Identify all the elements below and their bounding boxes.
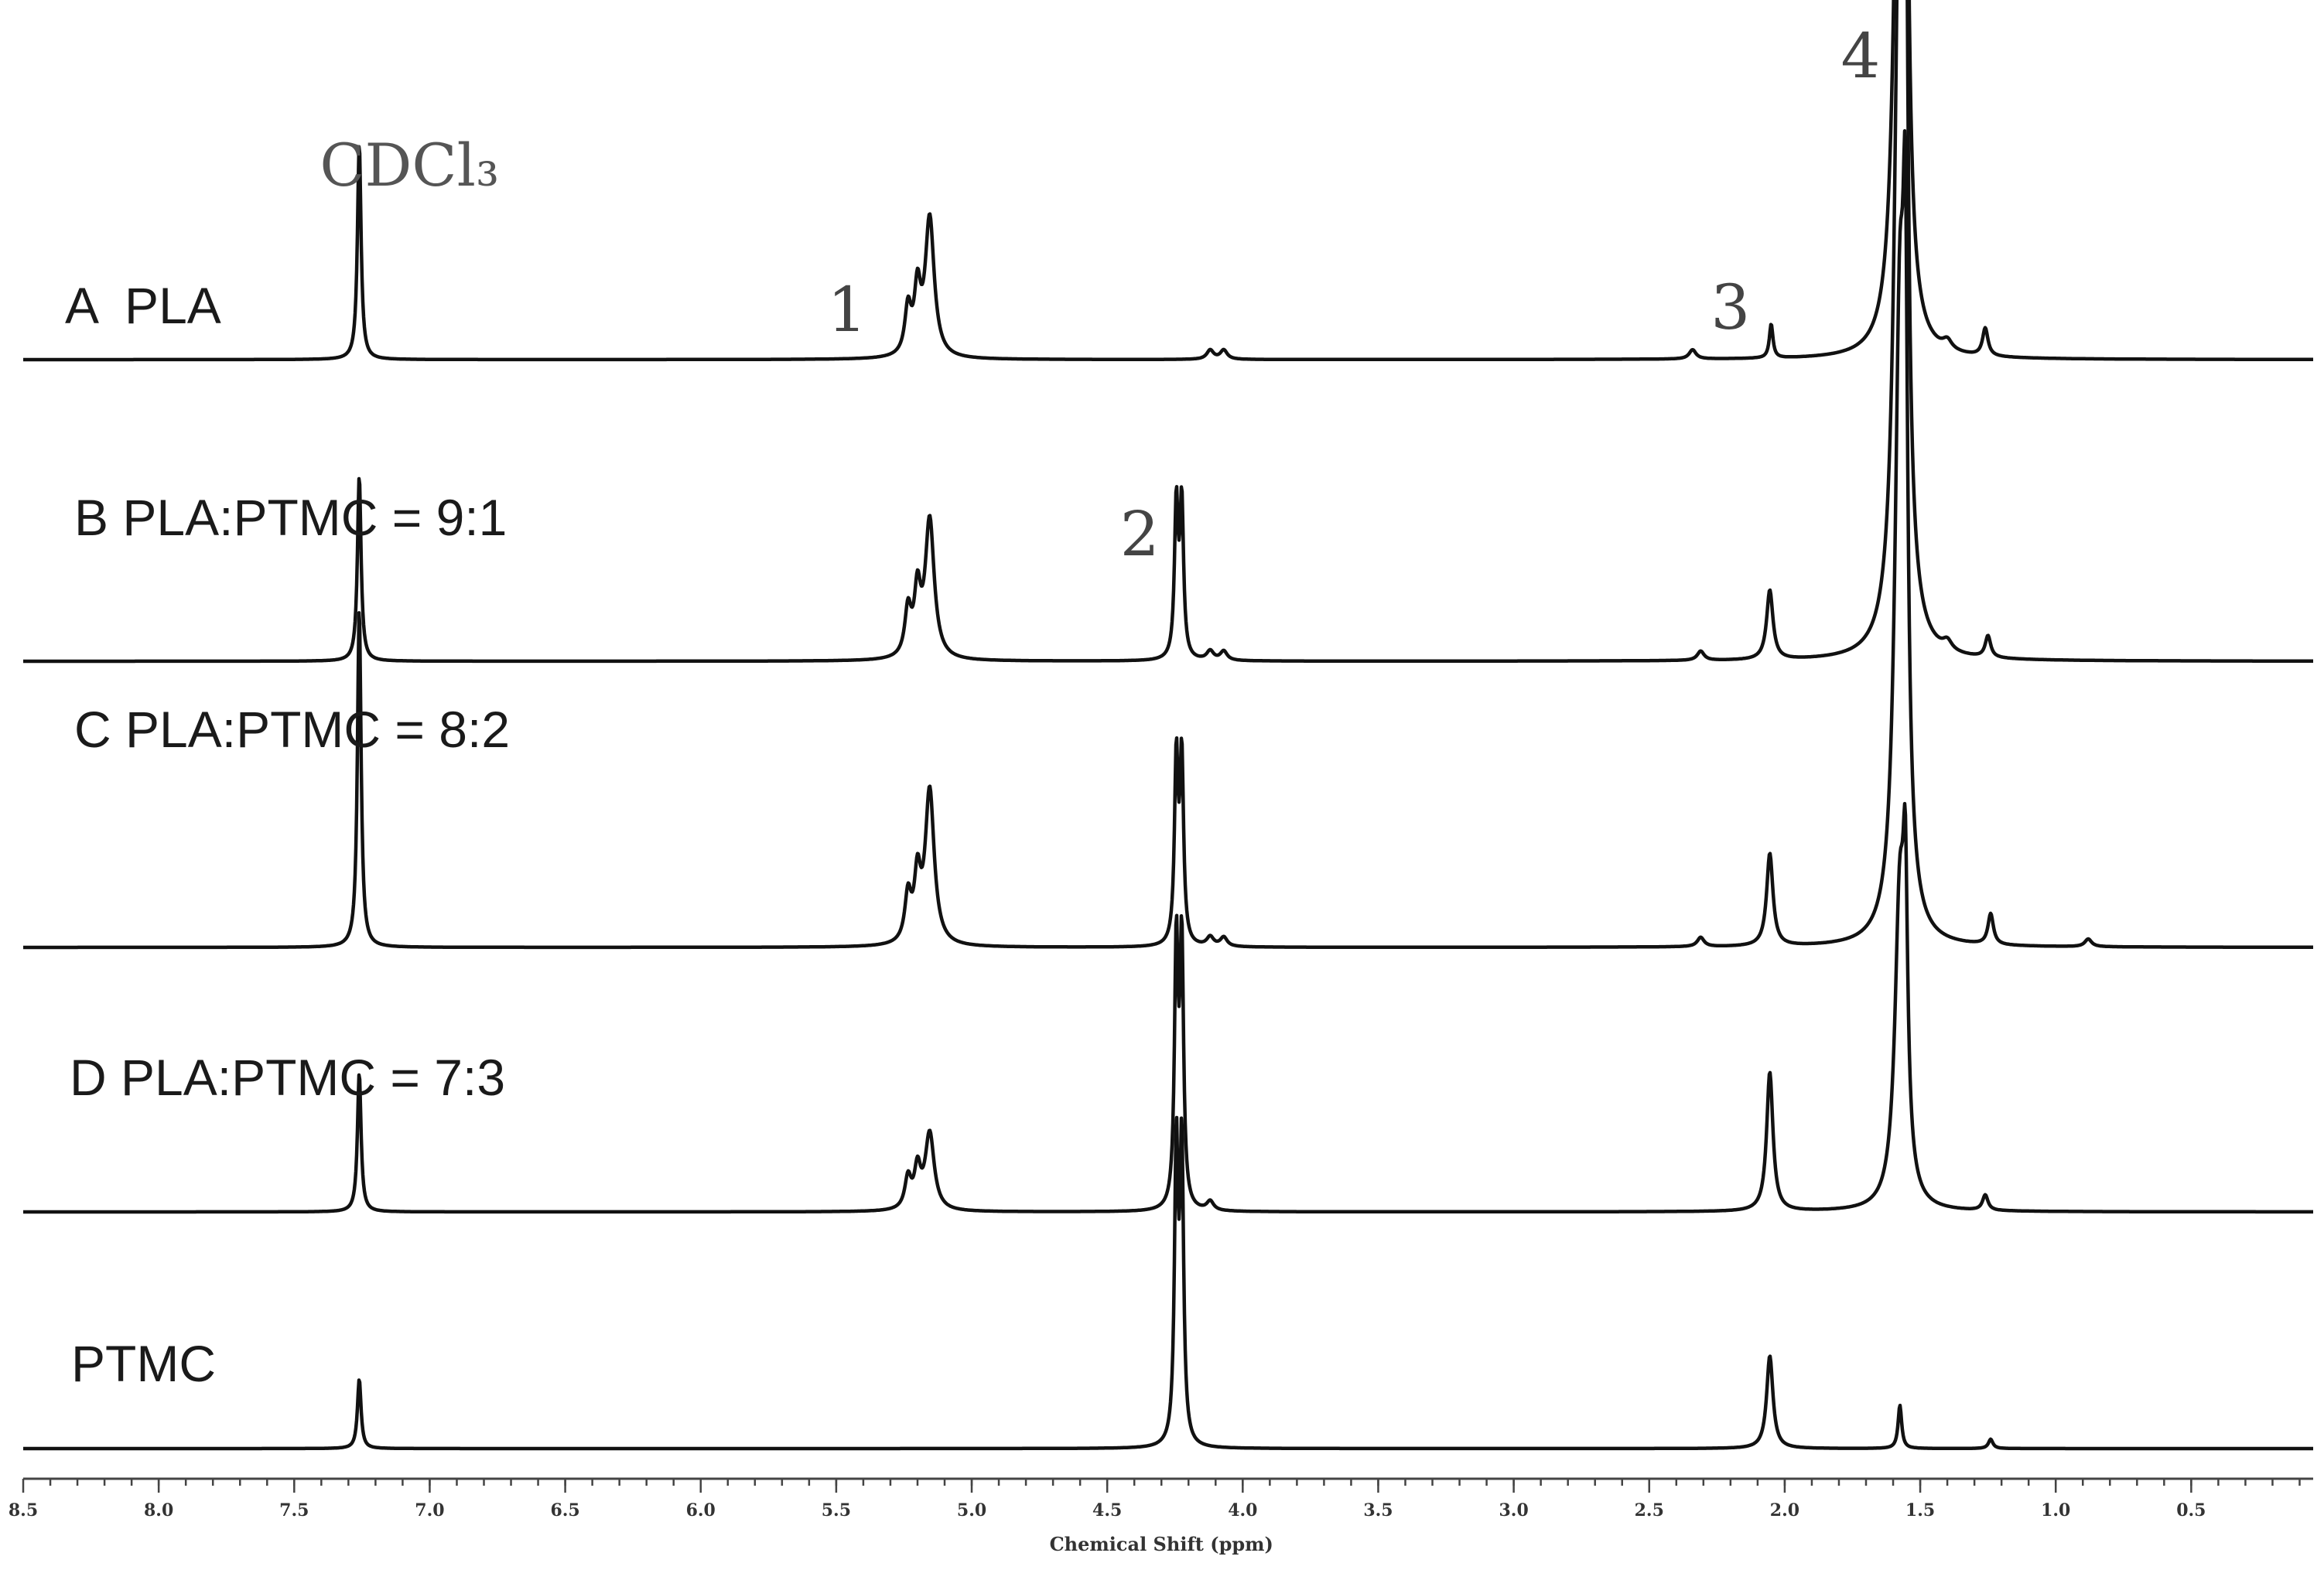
spectrum-traces — [22, 0, 2315, 1451]
x-tick-label: 6.5 — [550, 1500, 579, 1521]
spectrum-trace-4 — [22, 801, 2315, 1214]
peak-annotation-4: 4 — [1841, 20, 1881, 92]
x-tick-label: 2.5 — [1635, 1500, 1664, 1521]
spectrum-trace-5 — [22, 1115, 2315, 1451]
spectrum-trace-2 — [22, 0, 2315, 664]
x-tick-label: 7.5 — [279, 1500, 309, 1521]
x-tick-label: 1.0 — [2041, 1500, 2070, 1521]
x-tick-label: 1.5 — [1905, 1500, 1935, 1521]
x-tick-label: 4.0 — [1228, 1500, 1257, 1521]
peak-annotation-1: 1 — [827, 274, 866, 346]
x-tick-label: 5.5 — [822, 1500, 851, 1521]
x-tick-label: 7.0 — [415, 1500, 444, 1521]
x-tick-label: 4.5 — [1092, 1500, 1122, 1521]
trace-label-4: D PLA:PTMC = 7:3 — [70, 1049, 505, 1106]
x-tick-label: 8.0 — [144, 1500, 173, 1521]
x-ticks: 8.5 8.0 7.5 7.0 6.5 6.0 5.5 5.0 4.5 4.0 3.5 3.0 2.5 2… — [9, 1479, 2301, 1521]
x-tick-label: 3.5 — [1363, 1500, 1393, 1521]
trace-label-3: C PLA:PTMC = 8:2 — [74, 701, 510, 758]
peak-annotation-2: 2 — [1120, 498, 1160, 570]
x-axis: 8.5 8.0 7.5 7.0 6.5 6.0 5.5 5.0 4.5 4.0 3.5 3.0 2.5 2… — [9, 1477, 2313, 1555]
x-tick-label: 0.5 — [2176, 1500, 2206, 1521]
x-tick-label: 3.0 — [1499, 1500, 1528, 1521]
trace-label-5: PTMC — [71, 1335, 216, 1392]
x-tick-label: 2.0 — [1770, 1500, 1799, 1521]
x-axis-title: Chemical Shift (ppm) — [1050, 1533, 1273, 1555]
trace-label-1: A PLA — [65, 277, 221, 334]
solvent-annotation: CDCl₃ — [320, 131, 499, 200]
spectrum-trace-1 — [22, 0, 2315, 362]
x-tick-label: 5.0 — [957, 1500, 986, 1521]
trace-labels: A PLA B PLA:PTMC = 9:1 C PLA:PTMC = 8:2 D P… — [65, 277, 510, 1392]
trace-label-2: B PLA:PTMC = 9:1 — [74, 489, 507, 546]
x-tick-label: 8.5 — [9, 1500, 38, 1521]
peak-annotation-3: 3 — [1711, 271, 1750, 343]
x-tick-label: 6.0 — [686, 1500, 716, 1521]
peak-annotations: CDCl₃ 1 2 3 4 — [320, 20, 1880, 570]
spectrum-trace-3 — [22, 129, 2315, 950]
